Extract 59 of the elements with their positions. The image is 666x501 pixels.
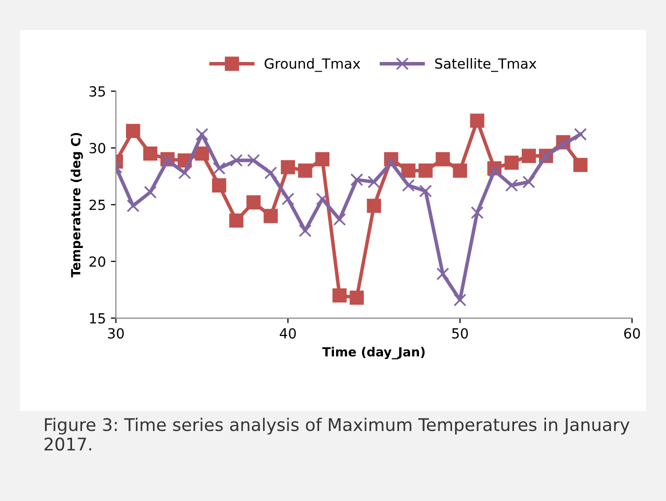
point <box>212 162 226 175</box>
point <box>196 128 208 141</box>
point <box>126 199 140 212</box>
point <box>282 192 294 206</box>
y-axis-title: Temperature (deg C) <box>70 132 83 278</box>
point <box>505 178 518 192</box>
point <box>574 128 587 141</box>
point <box>126 124 140 138</box>
point <box>366 198 382 213</box>
point <box>556 138 570 151</box>
point <box>436 267 450 280</box>
point <box>264 208 278 224</box>
y-tick-label: 20 <box>90 256 106 267</box>
point <box>315 152 330 166</box>
x-tick-label: 60 <box>624 328 640 339</box>
point <box>454 294 466 306</box>
point <box>247 154 260 167</box>
point <box>384 156 398 170</box>
point <box>143 146 158 161</box>
x-tick-label: 30 <box>108 328 124 339</box>
point <box>144 186 157 199</box>
point <box>470 114 484 128</box>
point <box>212 178 226 192</box>
point <box>264 166 278 180</box>
point <box>573 158 588 172</box>
point <box>522 176 536 188</box>
point <box>316 192 329 206</box>
point <box>298 164 312 178</box>
point <box>402 178 415 192</box>
point <box>452 164 468 178</box>
point <box>246 195 261 210</box>
x-tick-label: 50 <box>452 328 468 339</box>
point <box>332 288 347 303</box>
point <box>350 290 364 305</box>
point <box>280 160 296 174</box>
point <box>333 213 346 226</box>
y-tick-label: 15 <box>90 313 105 324</box>
point <box>178 166 192 180</box>
caption: Figure 3: Time series analysis of Maximum Temperatures in January 2017. <box>44 418 630 451</box>
point <box>230 154 243 167</box>
y-tick-label: 30 <box>90 142 106 154</box>
point <box>350 173 364 186</box>
point <box>419 184 432 198</box>
point <box>504 156 519 170</box>
legend-label: Ground_Tmax <box>264 58 360 72</box>
point <box>229 213 244 228</box>
y-tick-label: 25 <box>90 200 105 210</box>
point <box>436 152 450 166</box>
legend-label: Satellite_Tmax <box>435 58 536 72</box>
point <box>368 176 380 188</box>
point <box>298 224 312 238</box>
x-tick-label: 40 <box>280 328 296 339</box>
point <box>522 148 536 163</box>
x-axis-title: Time (day_Jan) <box>322 346 425 360</box>
point <box>470 206 484 219</box>
point <box>418 164 433 178</box>
y-tick-label: 35 <box>90 86 105 97</box>
point <box>488 164 501 178</box>
point <box>401 164 416 178</box>
